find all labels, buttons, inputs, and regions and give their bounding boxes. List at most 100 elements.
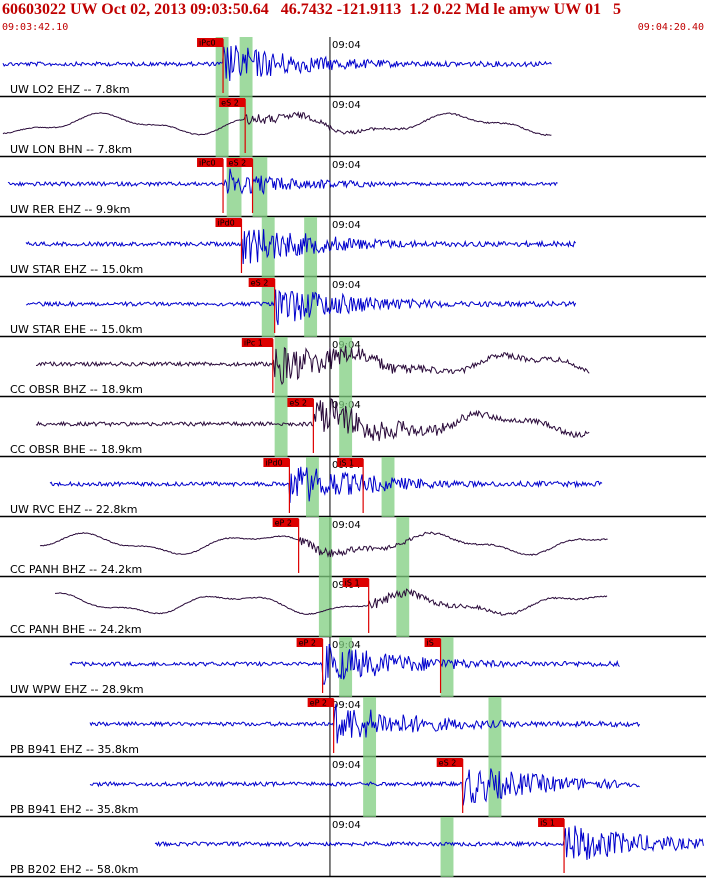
tick-label: 09:04 [332, 40, 361, 51]
phase-pick[interactable]: iPc0 [197, 158, 224, 213]
pick-label-box [263, 458, 290, 467]
station-label: CC PANH BHZ -- 24.2km [10, 563, 142, 576]
pick-label-box [248, 278, 275, 287]
waveform-trace [55, 588, 608, 616]
phase-pick[interactable]: iPc0 [197, 38, 224, 93]
pick-label-box [337, 458, 364, 467]
pick-label-box [538, 818, 565, 827]
station-label: PB B941 EHZ -- 35.8km [10, 743, 139, 756]
pick-window [318, 577, 332, 637]
pick-label-box [215, 218, 242, 227]
pick-label: eS 2 [251, 279, 269, 288]
trace-panel: 09:04 iPc0 eS 2 UW RER EHZ -- 9.9km [0, 157, 706, 218]
pick-label-box [197, 158, 224, 167]
waveform-trace [2, 110, 552, 136]
phase-pick[interactable]: iS 1 [342, 578, 370, 633]
station-label: UW RVC EHZ -- 22.8km [10, 503, 137, 516]
tick-label: 09:04 [332, 220, 361, 231]
waveform-trace [35, 345, 590, 386]
tick-label: 09:04 [332, 520, 361, 531]
trace-panel: 09:04 eS 2 UW STAR EHE -- 15.0km [0, 277, 706, 338]
pick-window [396, 517, 410, 577]
phase-pick[interactable]: eP 2 [307, 698, 335, 753]
event-title: 60603022 UW Oct 02, 2013 09:03:50.64 46.… [2, 1, 621, 18]
pick-label-box [272, 518, 299, 527]
tick-label: 09:04 [332, 160, 361, 171]
waveform-trace [89, 768, 640, 806]
pick-label: iS [427, 639, 434, 648]
trace-panel: 09:04 eP 2 CC PANH BHZ -- 24.2km [0, 517, 706, 578]
waveform-trace [49, 466, 603, 503]
pick-label: iS 1 [339, 459, 354, 468]
phase-pick[interactable]: eS 2 [287, 398, 314, 453]
phase-pick[interactable]: iPc 1 [241, 338, 274, 393]
pick-label-box [287, 398, 314, 407]
trace-panel: 09:04 eP 2 PB B941 EHZ -- 35.8km [0, 697, 706, 758]
pick-label: eP 2 [275, 519, 292, 528]
waveform-trace [2, 45, 552, 82]
phase-pick[interactable]: eS 2 [248, 278, 276, 333]
pick-window [261, 277, 275, 337]
phase-pick[interactable]: eS 2 [436, 758, 464, 813]
waveform-trace [39, 531, 608, 558]
pick-window [339, 397, 353, 457]
waveform-trace [69, 643, 620, 685]
pick-window [396, 577, 410, 637]
trace-panel: 09:04 iPd0 UW STAR EHZ -- 15.0km [0, 217, 706, 278]
pick-label: iPd0 [265, 459, 282, 468]
tick-label: 09:04 [332, 700, 361, 711]
station-label: UW LON BHN -- 7.8km [10, 143, 132, 156]
tick-label: 09:04 [332, 760, 361, 771]
phase-pick[interactable]: eS 2 [226, 158, 254, 213]
pick-label-box [226, 158, 253, 167]
pick-label-box [342, 578, 369, 587]
pick-label: iS 1 [540, 819, 555, 828]
phase-pick[interactable]: eP 2 [296, 638, 324, 693]
pick-window [274, 337, 288, 397]
station-label: CC OBSR BHZ -- 18.9km [10, 383, 143, 396]
station-label: CC OBSR BHE -- 18.9km [10, 443, 142, 456]
station-label: CC PANH BHE -- 24.2km [10, 623, 142, 636]
pick-window [304, 217, 318, 277]
pick-label: eS 2 [229, 159, 247, 168]
pick-window [304, 277, 318, 337]
phase-pick[interactable]: iS 1 [538, 818, 565, 873]
phase-pick[interactable]: iPd0 [263, 458, 291, 513]
phase-pick[interactable]: eS 2 [219, 98, 246, 153]
phase-pick[interactable]: iS 1 [337, 458, 364, 513]
waveform-trace [25, 229, 576, 265]
trace-panel: 09:04 eS 2 PB B941 EH2 -- 35.8km [0, 757, 706, 818]
pick-label-box [197, 38, 224, 47]
tick-label: 09:04 [332, 100, 361, 111]
phase-pick[interactable]: eP 2 [272, 518, 300, 573]
pick-label-box [219, 98, 246, 107]
pick-label: iPd0 [217, 219, 234, 228]
pick-label-box [436, 758, 463, 767]
pick-window [239, 97, 253, 157]
pick-window [440, 637, 454, 697]
tick-label: 09:04 [332, 820, 361, 831]
pick-label: eS 2 [221, 99, 239, 108]
pick-window [440, 817, 454, 877]
trace-panel: 09:04 eS 2 UW LON BHN -- 7.8km [0, 97, 706, 158]
pick-label-box [307, 698, 334, 707]
header-bar: 60603022 UW Oct 02, 2013 09:03:50.64 46.… [0, 0, 706, 37]
station-label: UW RER EHZ -- 9.9km [10, 203, 130, 216]
pick-label: iPc0 [199, 39, 216, 48]
pick-window [363, 697, 377, 757]
pick-window [215, 37, 229, 97]
station-label: UW LO2 EHZ -- 7.8km [10, 83, 130, 96]
phase-pick[interactable]: iS [424, 638, 442, 693]
pick-label-box [424, 638, 441, 647]
waveform-trace [89, 703, 641, 744]
pick-window [274, 397, 288, 457]
station-label: UW STAR EHZ -- 15.0km [10, 263, 143, 276]
start-time: 09:03:42.10 [2, 22, 69, 33]
trace-panel: 09:04iPd0iS 1UW RVC EHZ -- 22.8km [0, 457, 706, 518]
waveform-trace [25, 289, 577, 326]
pick-label-box [241, 338, 273, 347]
phase-pick[interactable]: iPd0 [215, 218, 243, 273]
